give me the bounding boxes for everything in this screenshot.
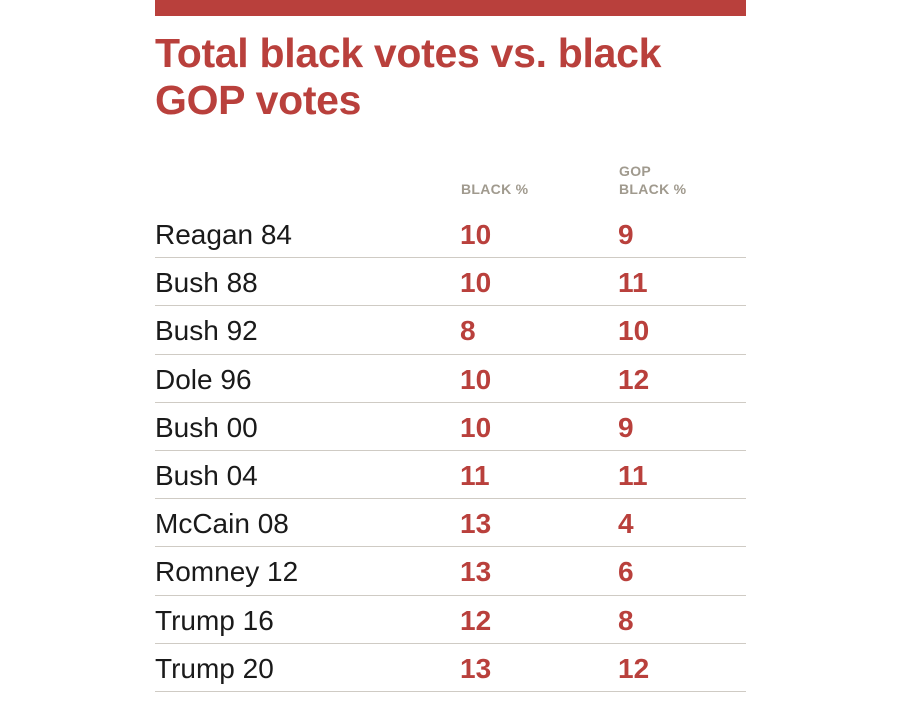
row-label: Reagan 84 bbox=[155, 219, 293, 250]
table-row: Bush 04 11 11 bbox=[155, 451, 746, 500]
gop-black-pct-value: 9 bbox=[618, 411, 634, 443]
black-pct-value: 13 bbox=[460, 508, 492, 540]
row-label: Romney 12 bbox=[155, 556, 299, 588]
accent-top-bar bbox=[155, 0, 746, 16]
black-pct-value: 10 bbox=[460, 411, 492, 443]
black-pct-value: 12 bbox=[460, 604, 492, 636]
row-label: Bush 92 bbox=[155, 315, 258, 347]
column-header-black-pct: BLACK % bbox=[461, 181, 529, 197]
gop-black-pct-value: 10 bbox=[618, 315, 650, 347]
row-label: Bush 00 bbox=[155, 411, 258, 443]
row-label: Dole 96 bbox=[155, 363, 252, 395]
black-pct-value: 10 bbox=[460, 363, 492, 395]
black-pct-value: 13 bbox=[460, 652, 492, 684]
column-header-gop-black-pct: GOP BLACK % bbox=[619, 163, 687, 197]
row-label: Trump 16 bbox=[155, 604, 274, 636]
black-pct-value: 11 bbox=[460, 459, 490, 491]
gop-black-pct-value: 8 bbox=[618, 604, 634, 636]
black-pct-value: 10 bbox=[460, 267, 492, 299]
table-row: Romney 12 13 6 bbox=[155, 547, 746, 596]
black-pct-value: 10 bbox=[460, 219, 492, 250]
gop-black-pct-value: 12 bbox=[618, 363, 650, 395]
table-row: Bush 88 10 11 bbox=[155, 258, 746, 307]
table-row: Trump 20 13 12 bbox=[155, 644, 746, 692]
gop-black-pct-value: 11 bbox=[618, 459, 648, 491]
row-label: McCain 08 bbox=[155, 508, 289, 540]
gop-black-pct-value: 6 bbox=[618, 556, 634, 588]
gop-black-pct-value: 9 bbox=[618, 219, 634, 250]
chart-title: Total black votes vs. black GOP votes bbox=[155, 30, 662, 123]
table-row: Dole 96 10 12 bbox=[155, 355, 746, 403]
black-pct-value: 8 bbox=[460, 315, 476, 347]
row-label: Bush 04 bbox=[155, 459, 258, 491]
table-row: Reagan 84 10 9 bbox=[155, 210, 746, 259]
table-row: Bush 00 10 9 bbox=[155, 403, 746, 451]
gop-black-pct-value: 12 bbox=[618, 652, 650, 684]
black-pct-value: 13 bbox=[460, 556, 492, 588]
table-row: Trump 16 12 8 bbox=[155, 596, 746, 644]
table-row: Bush 92 8 10 bbox=[155, 306, 746, 355]
gop-black-pct-value: 4 bbox=[618, 508, 634, 540]
table-body: Reagan 84 10 9 Bush 88 10 11 Bush 92 8 10 Dole 96… bbox=[155, 210, 746, 692]
gop-black-pct-value: 11 bbox=[618, 267, 648, 299]
table-row: McCain 08 13 4 bbox=[155, 499, 746, 548]
row-label: Trump 20 bbox=[155, 652, 274, 684]
row-label: Bush 88 bbox=[155, 267, 258, 299]
